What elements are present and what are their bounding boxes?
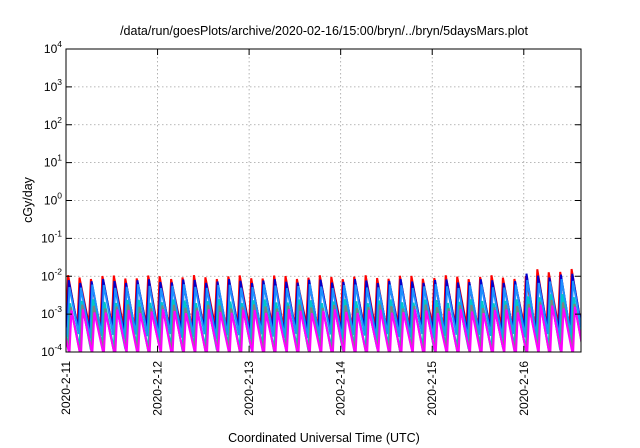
y-tick-label: 10-3 bbox=[41, 304, 62, 321]
x-axis-label: Coordinated Universal Time (UTC) bbox=[228, 431, 420, 445]
y-tick-label: 10-4 bbox=[41, 342, 62, 359]
y-tick-label: 10-2 bbox=[41, 266, 62, 283]
x-tick-label: 2020-2-15 bbox=[425, 361, 439, 416]
y-tick-label: 101 bbox=[44, 153, 62, 170]
y-tick-label: 104 bbox=[44, 39, 62, 56]
x-tick-label: 2020-2-16 bbox=[517, 361, 531, 416]
x-tick-label: 2020-2-14 bbox=[334, 361, 348, 416]
y-tick-label: 100 bbox=[44, 191, 62, 208]
x-tick-labels: 2020-2-11 2020-2-12 2020-2-13 2020-2-14 2020… bbox=[59, 361, 531, 416]
x-tick-label: 2020-2-12 bbox=[151, 361, 165, 416]
chart-title: /data/run/goesPlots/archive/2020-02-16/1… bbox=[120, 24, 528, 38]
y-axis-label: cGy/day bbox=[21, 176, 35, 223]
series-line bbox=[66, 304, 581, 352]
y-tick-label: 102 bbox=[44, 115, 62, 132]
y-tick-label: 10-1 bbox=[41, 228, 62, 245]
y-tick-labels: 104 103 102 101 100 10-1 10-2 10-3 10-4 bbox=[41, 39, 62, 359]
ticks bbox=[65, 48, 581, 353]
series-line bbox=[66, 278, 581, 340]
series-layer bbox=[66, 268, 581, 352]
y-tick-label: 103 bbox=[44, 77, 62, 94]
x-tick-label: 2020-2-11 bbox=[59, 361, 73, 415]
x-tick-label: 2020-2-13 bbox=[242, 361, 256, 416]
